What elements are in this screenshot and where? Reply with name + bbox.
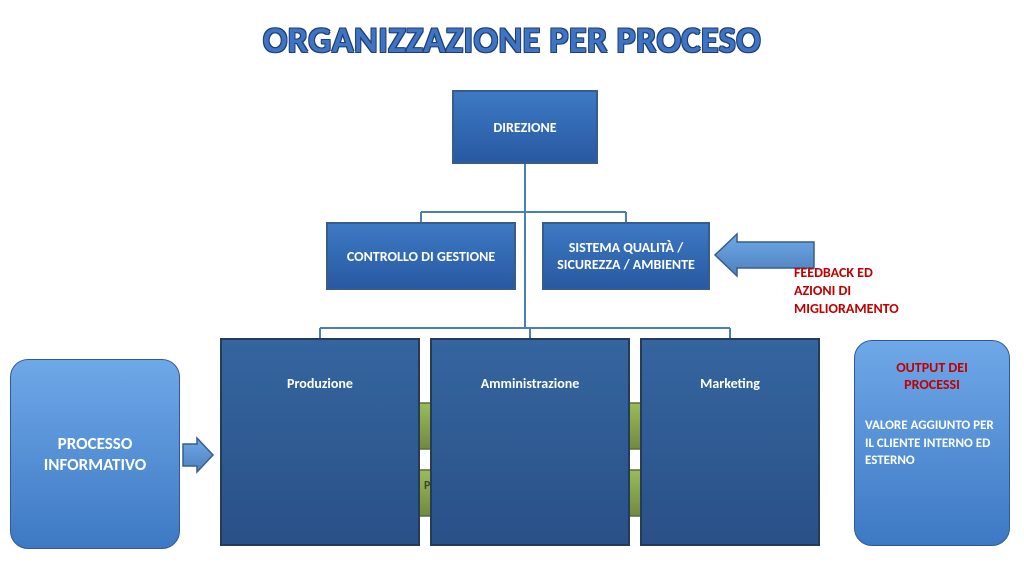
output-body: VALORE AGGIUNTO PER IL CLIENTE INTERNO E… <box>865 417 999 470</box>
feedback-label: FEEDBACK ED AZIONI DI MIGLIORAMENTO <box>794 264 899 319</box>
column-0: Produzione <box>220 338 420 546</box>
title-text: ORGANIZZAZIONE PER PROCESO <box>263 18 761 62</box>
node-controllo: CONTROLLO DI GESTIONE <box>326 222 516 290</box>
node-direzione: DIREZIONE <box>452 90 598 164</box>
column-1: Amministrazione <box>430 338 630 546</box>
diagram-title: ORGANIZZAZIONE PER PROCESO <box>0 18 1024 62</box>
node-sistema: SISTEMA QUALITÀ / SICUREZZA / AMBIENTE <box>542 222 710 290</box>
left-line1: PROCESSO <box>58 433 133 454</box>
feedback-line3: MIGLIORAMENTO <box>794 300 899 318</box>
column-2: Marketing <box>640 338 820 546</box>
processo-informativo-box: PROCESSOINFORMATIVO <box>10 359 180 549</box>
output-title-1: OUTPUT DEI <box>896 359 968 376</box>
output-title-2: PROCESSI <box>904 376 960 393</box>
left-line2: INFORMATIVO <box>44 454 146 475</box>
feedback-line1: FEEDBACK ED <box>794 264 899 282</box>
output-processi-box: OUTPUT DEIPROCESSI VALORE AGGIUNTO PER IL… <box>854 340 1010 546</box>
feedback-line2: AZIONI DI <box>794 282 899 300</box>
